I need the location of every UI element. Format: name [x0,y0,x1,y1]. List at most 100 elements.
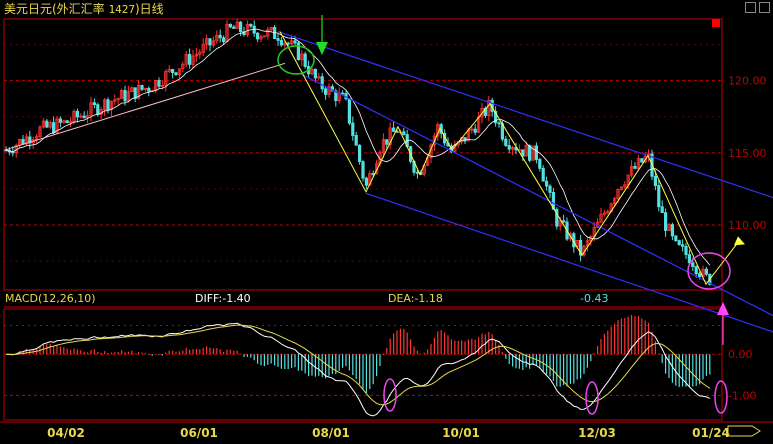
candle-body [691,262,695,268]
candle-body [623,184,627,188]
candle-body [317,76,321,79]
candle-body [684,245,688,255]
candle-body [82,115,86,119]
candle-body [545,180,549,187]
channel-lower-line [365,192,773,333]
candle-body [310,68,314,75]
divergence-ellipse [383,378,397,412]
date-tick-label: 06/01 [180,426,218,440]
candle-body [664,212,668,231]
candle-body [613,198,617,205]
candle-body [602,212,607,215]
candle-body [109,100,113,111]
axis-labels: 120.00 115.00 110.00 0.00 -1.00 04/02 06/01 08/… [47,75,766,440]
candle-body [555,208,559,227]
candle-body [507,145,511,150]
candle-body [548,185,552,193]
candle-body [585,240,590,247]
candle-body [238,21,243,33]
candle-body [69,121,73,124]
candle-body [75,110,79,118]
candle-body [65,120,69,124]
candle-body [86,115,90,119]
date-tick-label: 04/02 [47,426,85,440]
candle-body [24,136,29,145]
candle-body [334,90,338,102]
candle-body [208,38,212,46]
macd-indicator-name: MACD(12,26,10) [5,292,96,305]
candle-body [177,68,181,76]
macd-dea-line [5,324,711,406]
candle-body [147,87,151,92]
candle-body [300,53,304,61]
candle-body [160,85,164,87]
down-arrow-icon [316,42,328,55]
candle-body [143,87,147,90]
candle-body [133,87,137,99]
candle-body [211,40,215,46]
candle-body [126,91,130,102]
candle-body [279,39,284,46]
scroll-right-icon[interactable] [727,425,761,437]
candle-body [538,159,542,169]
candle-body [140,84,144,90]
candle-body [432,135,437,146]
candle-body [562,220,566,223]
candle-body [228,23,232,28]
macd-dea-value: DEA:-1.18 [388,292,443,305]
candle-body [170,68,175,74]
magenta-up-arrow-icon [717,302,729,315]
candle-body [510,147,515,150]
candle-body [157,80,161,87]
candle-body [218,34,222,39]
candle-body [487,99,491,116]
candle-body [670,224,675,237]
candle-body [541,167,545,182]
candle-body [534,145,539,160]
close-marker [712,19,720,27]
candle-body [235,21,239,29]
candle-body [221,37,226,43]
candle-body [354,135,358,146]
candle-body [92,102,96,106]
candle-body [551,192,556,210]
candle-body [283,42,287,46]
macd-histogram [5,314,711,417]
candle-body [630,165,634,176]
candle-body [470,128,474,131]
candle-body [262,35,267,38]
candle-body [653,175,658,186]
candle-body [323,88,328,95]
divergence-ellipse [714,380,728,414]
candle-body [643,155,647,163]
candle-body [579,239,583,256]
candle-body [198,52,202,55]
candle-body [483,107,488,116]
support-trendline [4,62,286,151]
candle-body [473,128,477,133]
maximize-icon[interactable] [759,2,770,13]
candle-body [568,233,573,240]
candle-body [320,76,324,90]
candle-body [11,151,15,154]
price-tick-label: 120.00 [728,75,767,88]
candle-body [599,213,603,223]
candle-body [385,139,389,145]
candle-body [493,111,498,124]
candle-body [269,27,273,31]
candle-body [194,53,198,57]
macd-tick-label: 0.00 [728,348,753,361]
date-tick-label: 01/24 [692,426,730,440]
candle-body [340,92,345,95]
candle-body [167,68,171,72]
panel-frames [0,18,773,423]
annotation-layer [4,15,773,415]
macd-hist-value: -0.43 [580,292,609,305]
candle-body [136,84,141,99]
candle-body [667,224,671,231]
channel-upper-line [277,30,773,199]
candle-body [463,137,467,142]
candle-body [415,171,420,174]
minimize-icon[interactable] [745,2,756,13]
